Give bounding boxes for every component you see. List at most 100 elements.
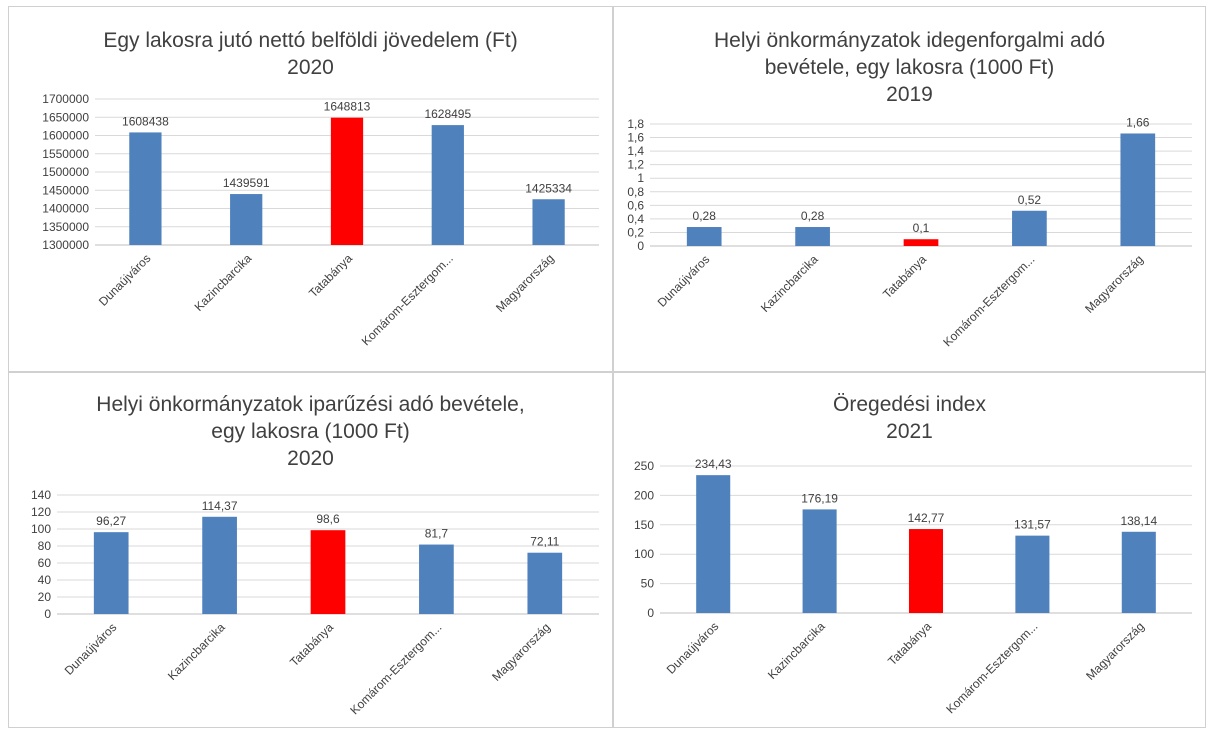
x-tick-label: Kazincbarcika [758, 252, 821, 315]
x-tick-label: Tatabánya [880, 252, 929, 301]
y-tick-label: 0,4 [627, 212, 644, 226]
x-tick-label: Magyarország [493, 251, 557, 315]
bar [908, 529, 944, 613]
bar-chart-business-tax: 0 20 40 60 80 100 120 140 96,27 Dunaújváros 114,37… [31, 488, 599, 717]
y-tick-label: 1550000 [42, 147, 89, 161]
bar [532, 199, 565, 245]
chart-panel-ageing-index: Öregedési index 2021 0 50 100 150 200 250 234,… [613, 372, 1206, 728]
y-tick-label: 0 [647, 606, 654, 620]
data-label: 72,11 [530, 535, 559, 549]
bar-chart-tourism-tax: 00,20,40,60,811,21,41,61,8 0,28 Dunaújváro… [627, 115, 1192, 349]
chart-subtitle-text: 2021 [886, 420, 933, 443]
chart-title: Öregedési index 2021 [614, 391, 1205, 445]
y-tick-label: 1650000 [42, 110, 89, 124]
chart-subtitle-text: 2020 [287, 447, 334, 470]
x-tick-label: Dunaújváros [664, 619, 722, 677]
chart-subtitle-text: 2019 [886, 83, 933, 106]
chart-title-line-1: Helyi önkormányzatok iparűzési adó bevét… [96, 393, 525, 416]
bar-chart-income: 1300000 1350000 1400000 1450000 1500000 15500… [42, 92, 599, 348]
y-tick-label: 60 [38, 556, 52, 570]
bar [129, 132, 162, 245]
y-tick-label: 140 [31, 488, 51, 502]
data-label: 138,14 [1120, 514, 1157, 528]
y-tick-label: 0,8 [627, 185, 644, 199]
y-tick-label: 1,8 [627, 117, 644, 131]
y-tick-label: 150 [634, 518, 654, 532]
chart-title: Helyi önkormányzatok iparűzési adó bevét… [9, 391, 612, 472]
data-label: 96,27 [96, 514, 126, 528]
chart-panel-business-tax: Helyi önkormányzatok iparűzési adó bevét… [8, 372, 613, 728]
data-label: 1,66 [1126, 115, 1150, 129]
data-label: 0,28 [801, 209, 825, 223]
bar [686, 227, 722, 246]
chart-title: Egy lakosra jutó nettó belföldi jövedele… [9, 27, 612, 81]
y-tick-label: 20 [38, 590, 52, 604]
x-tick-label: Dunaújváros [62, 620, 120, 678]
y-tick-label: 1,4 [627, 144, 644, 158]
x-tick-label: Magyarország [489, 620, 553, 684]
chart-title-line-2: egy lakosra (1000 Ft) [211, 420, 410, 443]
bar [1121, 531, 1156, 613]
bar [93, 532, 129, 614]
x-tick-label: Magyarország [1083, 619, 1147, 683]
y-tick-label: 50 [641, 577, 655, 591]
y-tick-label: 0 [637, 239, 644, 253]
chart-title-text: Egy lakosra jutó nettó belföldi jövedele… [103, 29, 518, 52]
y-tick-label: 1700000 [42, 92, 89, 106]
chart-panel-income: Egy lakosra jutó nettó belföldi jövedele… [8, 6, 613, 372]
data-label: 0,28 [693, 209, 717, 223]
x-tick-label: Dunaújváros [96, 251, 154, 309]
bar [419, 544, 454, 614]
bar [802, 509, 837, 613]
data-label: 142,77 [908, 511, 945, 525]
y-tick-label: 0,2 [627, 225, 644, 239]
bar [1015, 535, 1050, 613]
y-tick-label: 1300000 [42, 238, 89, 252]
x-tick-label: Dunaújváros [655, 252, 713, 310]
chart-title-line-2: bevétele, egy lakosra (1000 Ft) [764, 56, 1055, 79]
x-tick-label: Tatabánya [306, 251, 355, 300]
x-tick-label: Kazincbarcika [165, 620, 228, 683]
bar [202, 516, 237, 614]
x-tick-label: Tatabánya [287, 620, 336, 669]
data-label: 1628495 [424, 107, 471, 121]
data-label: 1648813 [324, 100, 371, 114]
y-tick-label: 0,6 [627, 198, 644, 212]
bar [527, 552, 563, 614]
x-tick-label: Komárom-Esztergom... [943, 619, 1040, 716]
x-tick-label: Kazincbarcika [192, 251, 255, 314]
x-tick-label: Kazincbarcika [765, 619, 828, 682]
y-tick-label: 250 [634, 459, 654, 473]
bar [696, 475, 731, 613]
y-tick-label: 1450000 [42, 183, 89, 197]
y-tick-label: 100 [634, 547, 654, 561]
data-label: 131,57 [1014, 518, 1051, 532]
y-tick-label: 1,6 [627, 131, 644, 145]
data-label: 81,7 [425, 527, 449, 541]
y-tick-label: 1,2 [627, 158, 644, 172]
y-tick-label: 200 [634, 488, 654, 502]
bar [230, 194, 263, 245]
bar [1012, 210, 1047, 246]
y-tick-label: 40 [38, 573, 52, 587]
bar [431, 125, 464, 245]
y-tick-label: 1 [637, 171, 644, 185]
data-label: 98,6 [316, 512, 340, 526]
chart-title: Helyi önkormányzatok idegenforgalmi adó … [614, 27, 1205, 108]
bar-chart-ageing-index: 0 50 100 150 200 250 234,43 Dunaújváros 176,19 Ka… [634, 457, 1192, 716]
x-tick-label: Komárom-Esztergom... [359, 251, 456, 348]
y-tick-label: 1500000 [42, 165, 89, 179]
chart-panel-tourism-tax: Helyi önkormányzatok idegenforgalmi adó … [613, 6, 1206, 372]
bar [330, 117, 364, 245]
data-label: 1439591 [223, 176, 270, 190]
x-tick-label: Komárom-Esztergom... [347, 620, 444, 717]
chart-subtitle-text: 2020 [287, 56, 334, 79]
x-tick-label: Magyarország [1082, 252, 1146, 316]
data-label: 176,19 [801, 491, 838, 505]
x-tick-label: Komárom-Esztergom... [940, 252, 1037, 349]
y-tick-label: 120 [31, 505, 51, 519]
chart-title-line-1: Helyi önkormányzatok idegenforgalmi adó [713, 29, 1106, 52]
data-label: 1608438 [122, 114, 169, 128]
y-tick-label: 1600000 [42, 129, 89, 143]
